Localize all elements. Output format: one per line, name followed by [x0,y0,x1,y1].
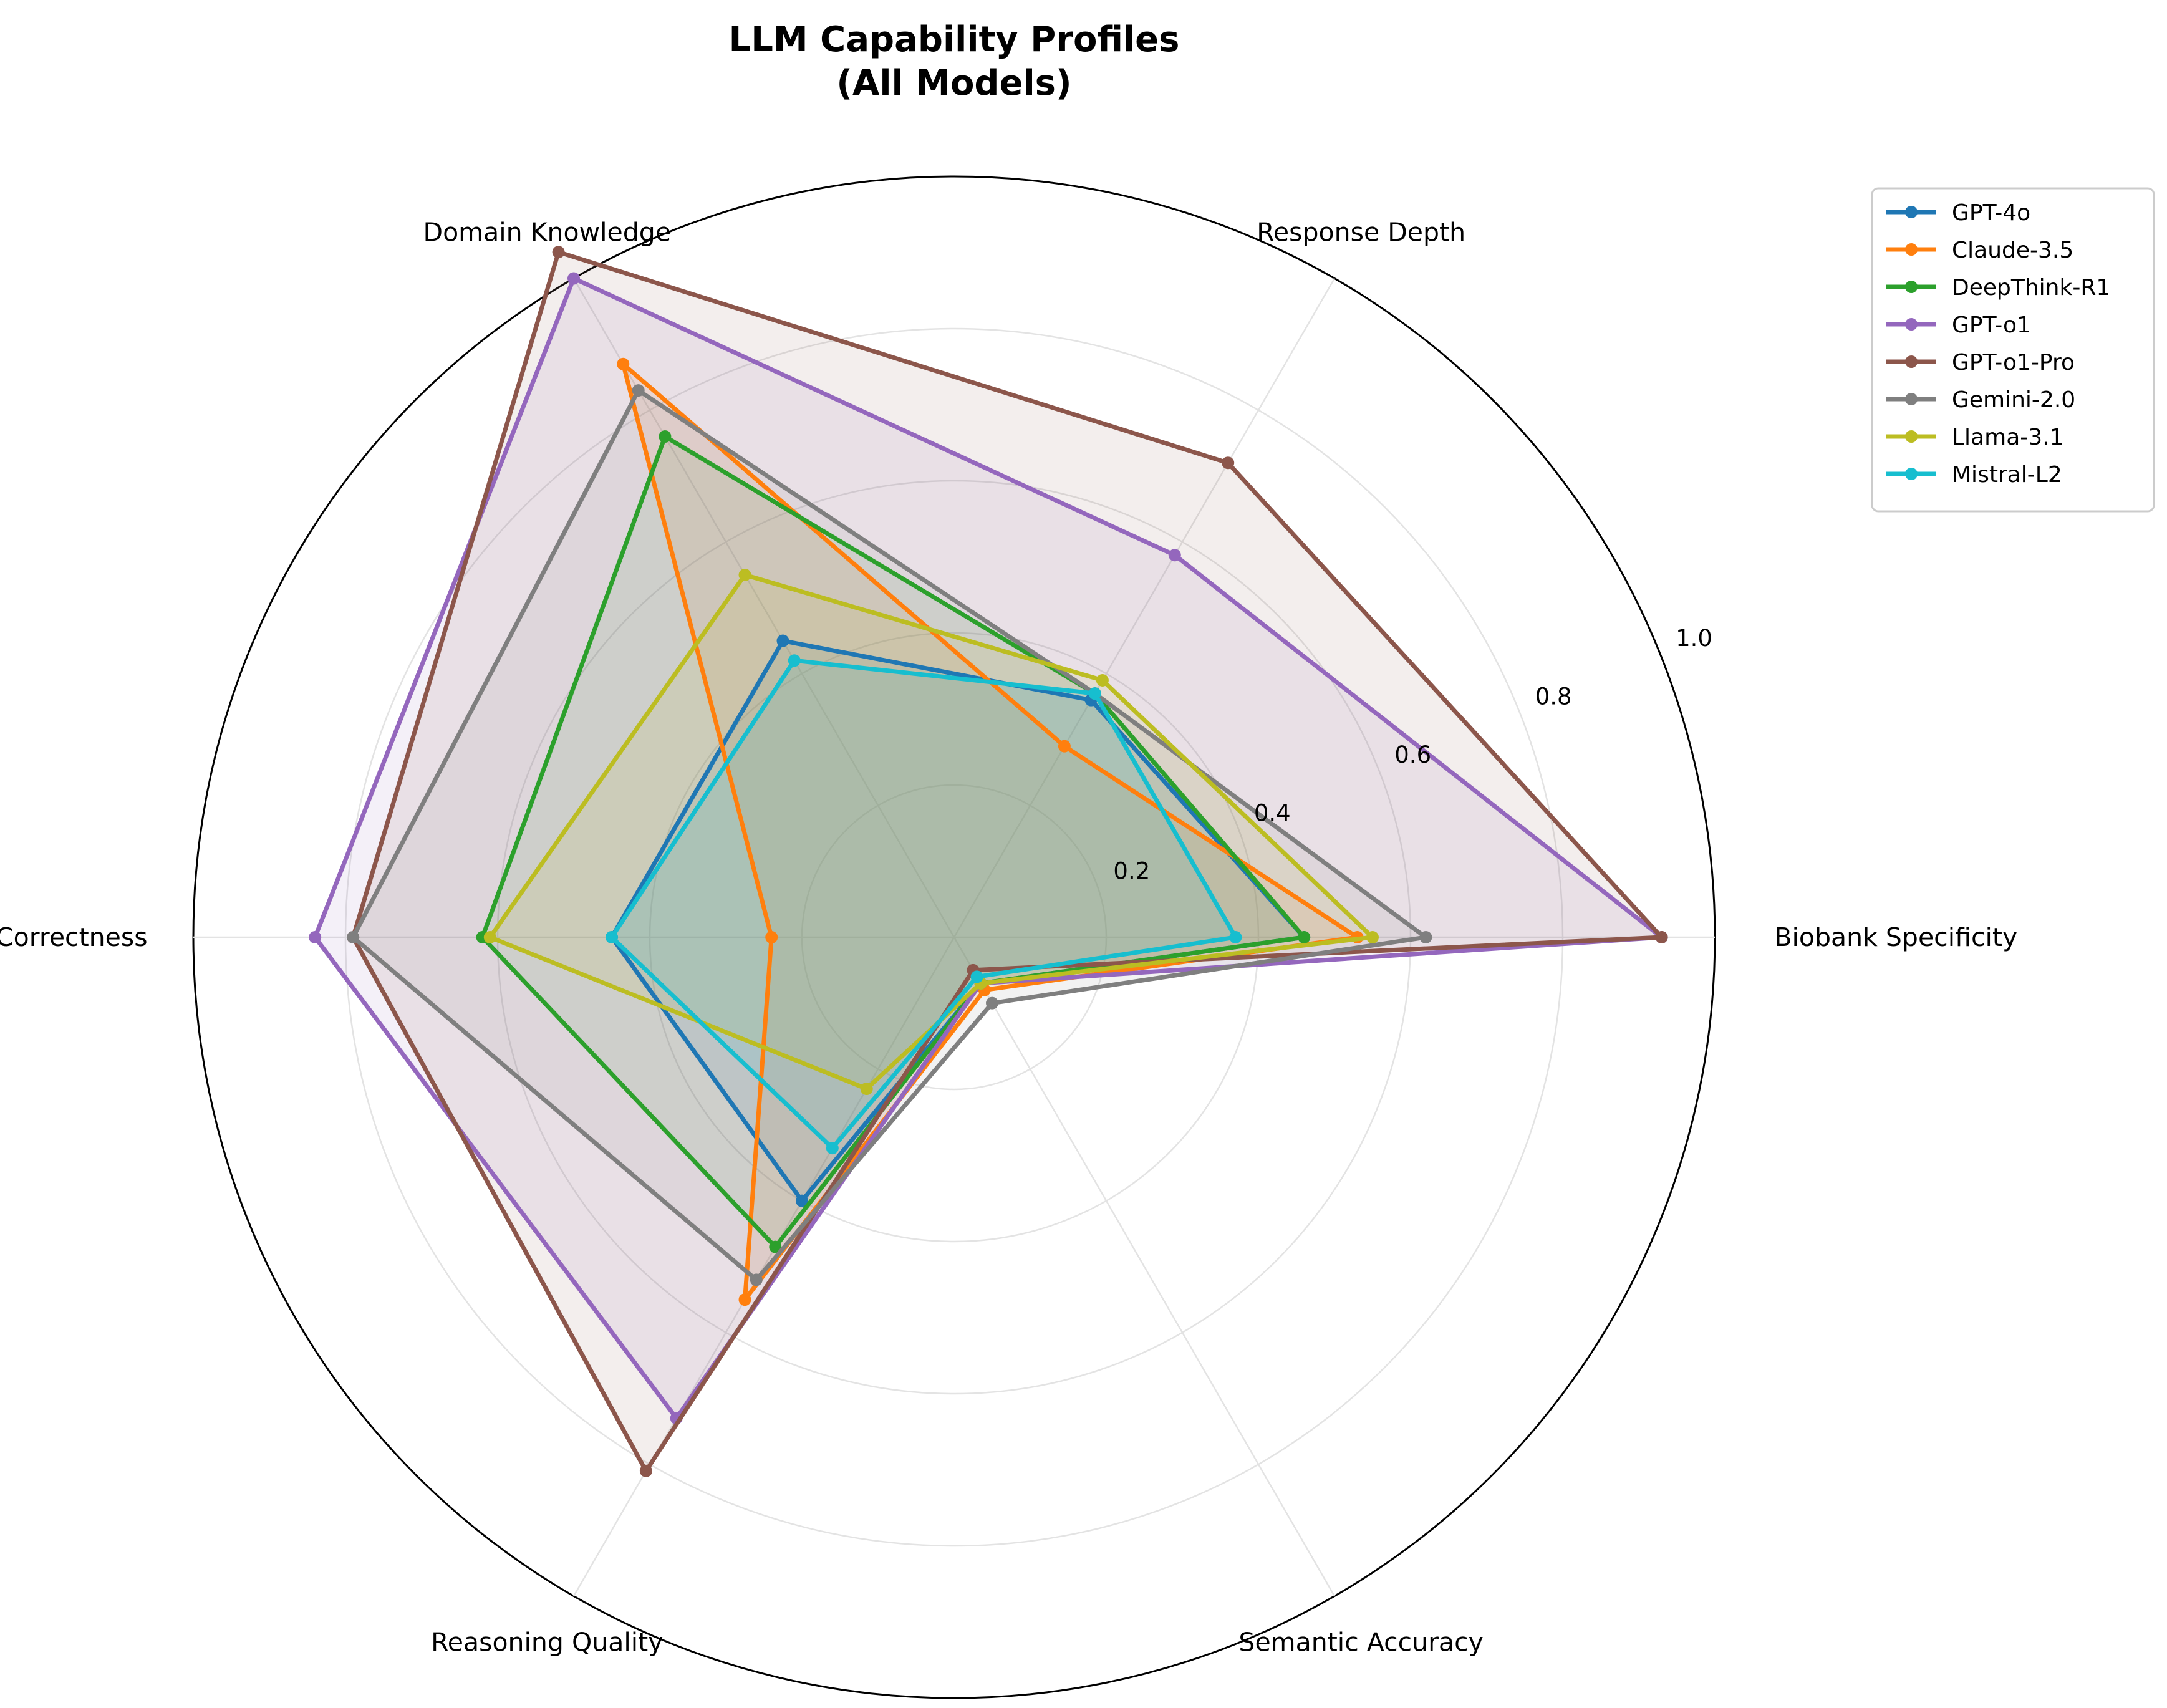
series-point [632,384,645,397]
axis-label: Factual Correctness [0,922,148,952]
legend-label: DeepThink-R1 [1952,275,2110,301]
grid-spoke [953,277,1336,938]
radial-tick-label: 0.8 [1535,683,1572,710]
legend-marker [1905,318,1918,331]
legend-marker [1905,355,1918,368]
series-point [309,931,322,943]
axis-label: Domain Knowledge [423,217,672,247]
radial-tick-label: 0.6 [1394,741,1431,768]
series-point [970,970,983,983]
series-point [796,1194,808,1207]
series-point [769,1240,782,1253]
series-fills [315,252,1662,1471]
series-point [1366,931,1379,943]
legend-label: Claude-3.5 [1952,238,2073,263]
series-point [738,568,751,581]
legend-marker [1905,281,1918,293]
series-point [659,430,672,443]
series-point [567,272,580,285]
series-point [776,634,789,647]
radial-tick-labels: 0.2 0.4 0.6 0.8 1.0 [1113,625,1712,884]
series-point [347,931,360,943]
legend: GPT-4o Claude-3.5 DeepThink-R1 GPT-o1 GPT-o1… [1871,187,2155,513]
legend-label: Gemini-2.0 [1952,387,2075,413]
series-point [1222,456,1235,470]
legend-label: GPT-o1-Pro [1952,350,2075,375]
radial-tick-label: 0.4 [1254,799,1291,826]
series-point [788,654,801,667]
polar-grid [192,175,1716,1699]
series-fill [353,252,1662,1471]
series-point [1096,673,1109,687]
legend-marker [1905,243,1918,256]
series-point [1058,740,1071,753]
legend-marker [1905,430,1918,443]
series-point [860,1083,873,1096]
legend-marker [1905,206,1918,218]
series-point [1168,549,1181,562]
radial-tick-label: 1.0 [1676,625,1712,652]
axis-label: Reasoning Quality [431,1628,663,1657]
grid-spoke [953,937,1336,1597]
radial-tick-label: 0.2 [1113,858,1150,885]
legend-label: Mistral-L2 [1952,462,2062,488]
series-lines [309,246,1668,1477]
series-point [1229,931,1242,943]
series-point [1088,687,1101,700]
axis-labels: Biobank Specificity Response Depth Domain … [0,217,2017,1657]
series-point [617,357,630,370]
series-point [738,1293,751,1306]
legend-marker [1905,468,1918,480]
legend-marker [1905,393,1918,405]
series-fill [353,390,1426,1280]
series-point [826,1142,839,1155]
legend-label: GPT-4o [1952,200,2030,226]
series-point [483,931,496,943]
series-point [1419,931,1432,943]
grid-spoke [572,937,955,1597]
series-fill [612,640,1305,1201]
axis-label: Biobank Specificity [1774,922,2017,952]
series-point [750,1273,763,1286]
legend-frame [1871,187,2155,513]
series-fill [315,278,1662,1419]
axis-label: Semantic Accuracy [1238,1628,1484,1657]
chart-title-line2: (All Models) [836,63,1071,104]
series-point [986,996,998,1010]
series-point [1298,931,1311,943]
series-point [765,931,778,943]
axis-label: Response Depth [1257,217,1465,247]
series-fill [612,660,1236,1149]
legend-label: Llama-3.1 [1952,425,2064,450]
series-point [1655,931,1668,943]
series-point [639,1464,652,1477]
series-point [606,931,618,943]
legend-label: GPT-o1 [1952,312,2031,338]
chart-title-line1: LLM Capability Profiles [729,19,1180,60]
series-point [552,246,565,259]
